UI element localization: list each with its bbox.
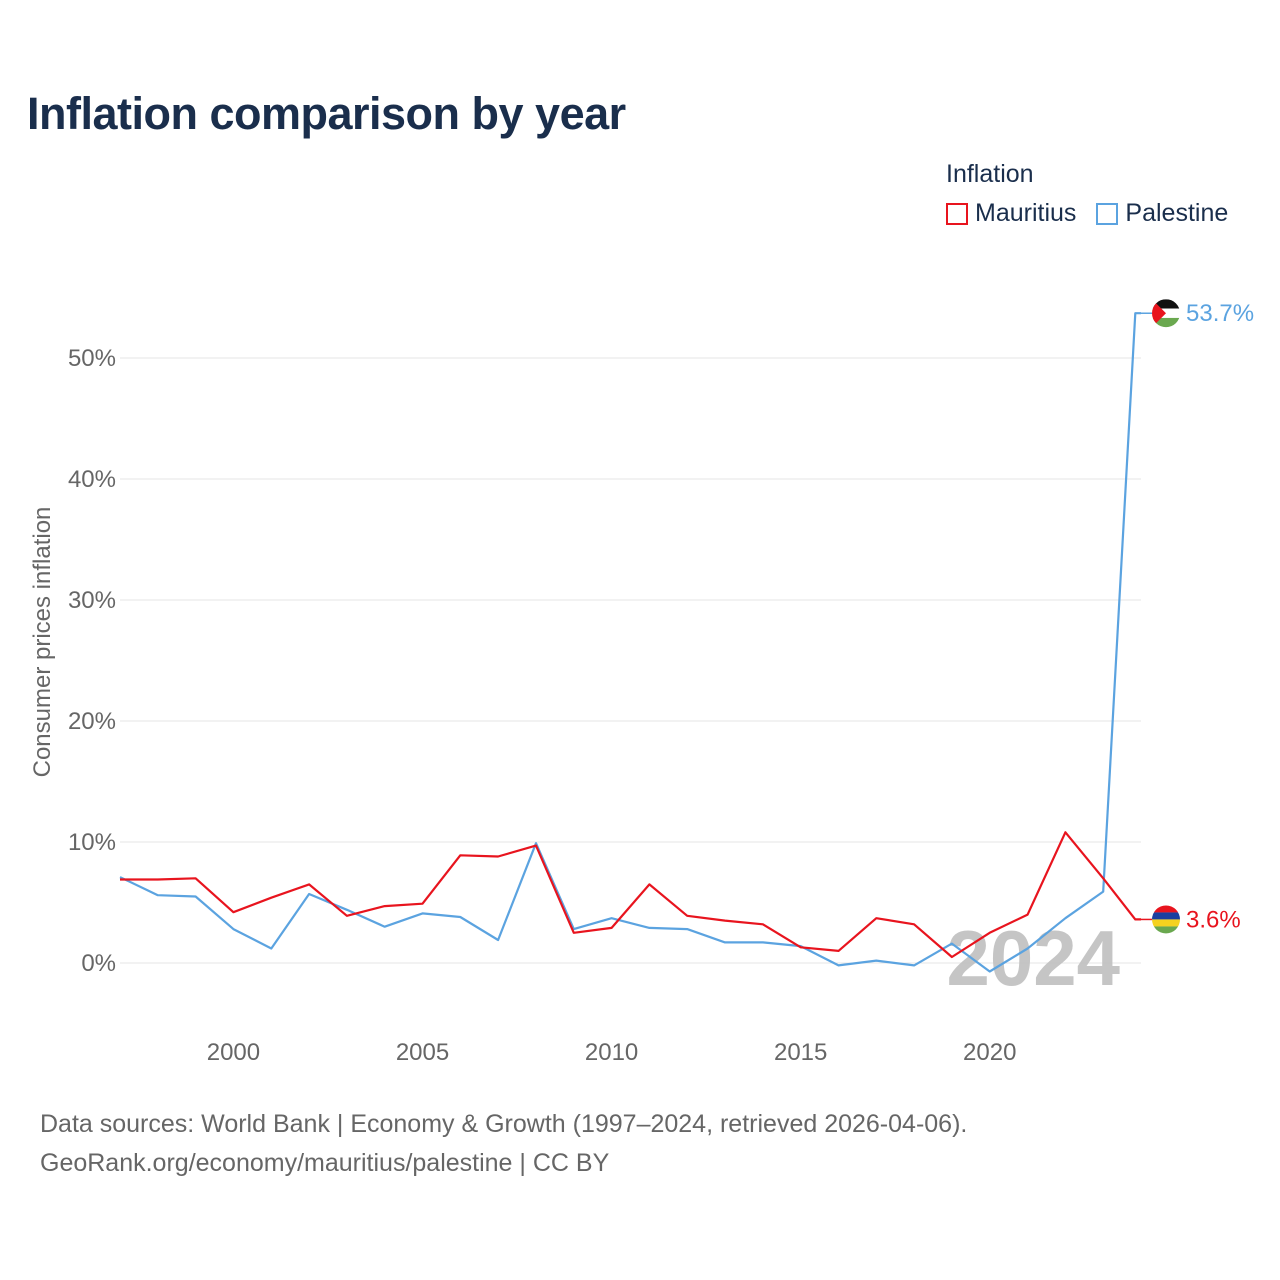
grid-lines xyxy=(120,357,1141,964)
end-value-label-mauritius: 3.6% xyxy=(1186,906,1241,933)
chart-title: Inflation comparison by year xyxy=(27,88,626,139)
y-axis-ticks: 0% 10% 20% 30% 40% 50% xyxy=(68,345,116,977)
y-tick-label: 10% xyxy=(68,829,116,856)
legend-swatch-palestine xyxy=(1096,202,1119,225)
x-tick-label: 2015 xyxy=(774,1039,827,1066)
legend-item-mauritius[interactable]: Mauritius xyxy=(946,199,1076,228)
legend-swatch-mauritius xyxy=(946,202,968,225)
y-tick-label: 50% xyxy=(68,345,116,372)
series-lines xyxy=(119,312,1141,973)
x-tick-label: 2000 xyxy=(207,1039,260,1066)
legend-items: Mauritius Palestine xyxy=(946,199,1228,228)
series-line-palestine[interactable] xyxy=(119,312,1141,973)
legend-label-mauritius: Mauritius xyxy=(975,199,1077,227)
y-axis-label: Consumer prices inflation xyxy=(29,507,56,778)
series-end-markers: 53.7% 3.6% xyxy=(1141,299,1254,934)
year-annotation: 2024 xyxy=(946,914,1120,1002)
legend: Inflation Mauritius Palestine xyxy=(946,160,1228,228)
y-tick-label: 0% xyxy=(81,950,116,977)
y-tick-label: 30% xyxy=(68,587,116,614)
source-url-text[interactable]: GeoRank.org/economy/mauritius/palestine … xyxy=(40,1149,610,1177)
legend-label-palestine: Palestine xyxy=(1125,199,1229,227)
y-tick-label: 20% xyxy=(68,708,116,735)
x-tick-label: 2020 xyxy=(963,1039,1016,1066)
line-chart: 0% 10% 20% 30% 40% 50% 2000 2005 2010 2015 2020 C… xyxy=(29,299,1254,1066)
x-axis-ticks: 2000 2005 2010 2015 2020 xyxy=(207,1039,1017,1066)
legend-item-palestine[interactable]: Palestine xyxy=(1096,199,1228,228)
legend-title: Inflation xyxy=(946,160,1034,188)
y-tick-label: 40% xyxy=(68,466,116,493)
x-tick-label: 2005 xyxy=(396,1039,449,1066)
series-line-mauritius[interactable] xyxy=(120,831,1141,959)
data-sources-text: Data sources: World Bank | Economy & Gro… xyxy=(40,1110,968,1138)
end-value-label-palestine: 53.7% xyxy=(1186,300,1254,327)
footer: Data sources: World Bank | Economy & Gro… xyxy=(40,1105,967,1183)
palestine-flag-icon xyxy=(1152,299,1180,328)
x-tick-label: 2010 xyxy=(585,1039,638,1066)
mauritius-flag-icon xyxy=(1152,905,1180,934)
